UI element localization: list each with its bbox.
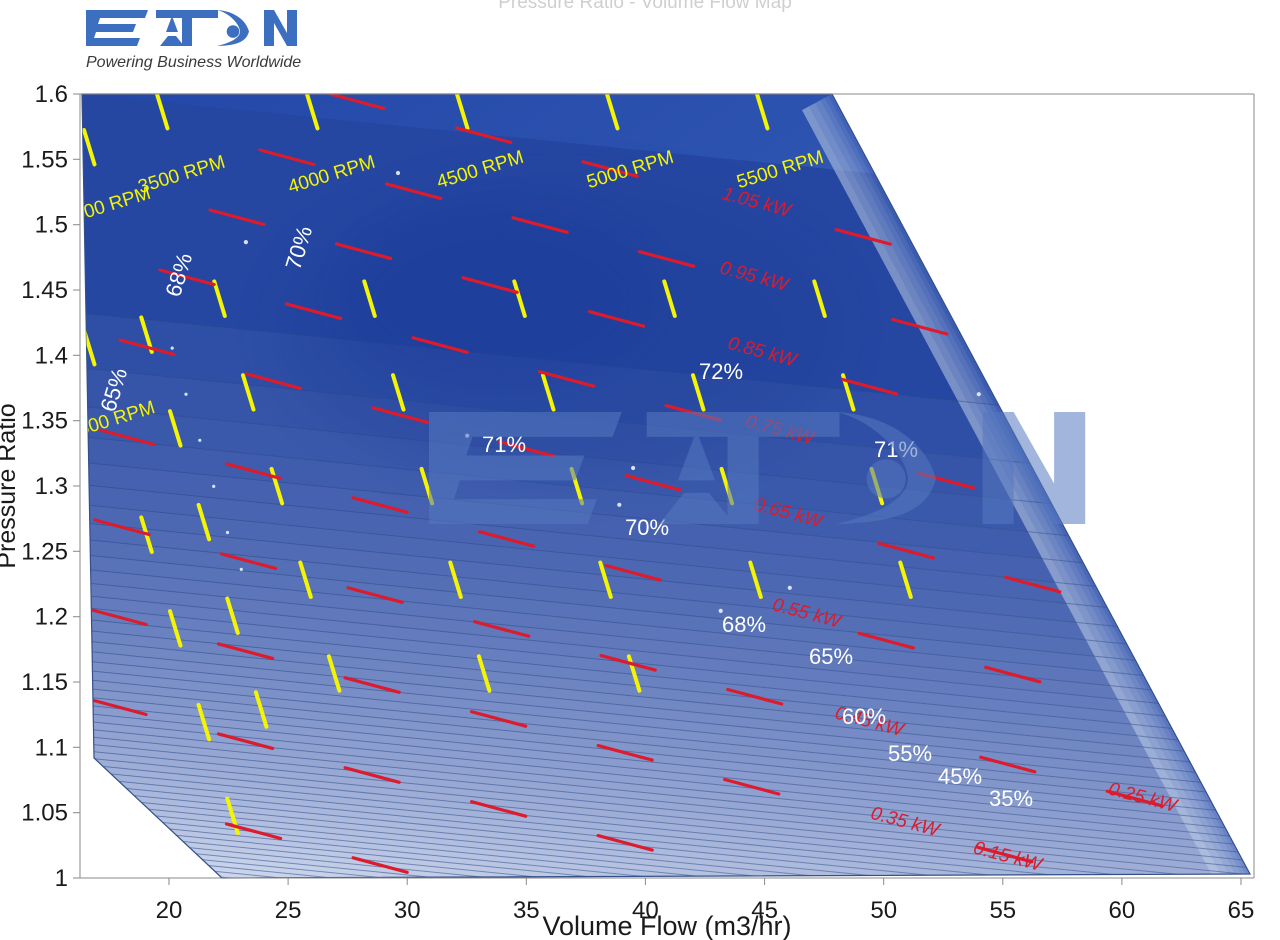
- svg-text:35: 35: [513, 897, 540, 924]
- svg-text:65: 65: [1228, 897, 1255, 924]
- svg-text:45%: 45%: [938, 764, 982, 789]
- svg-text:1.25: 1.25: [21, 538, 68, 565]
- svg-text:1.4: 1.4: [35, 342, 68, 369]
- svg-text:70%: 70%: [625, 515, 669, 540]
- svg-text:Pressure Ratio - Volume Flow M: Pressure Ratio - Volume Flow Map: [498, 0, 792, 13]
- svg-text:Volume Flow (m3/hr): Volume Flow (m3/hr): [542, 911, 791, 940]
- svg-text:35%: 35%: [989, 786, 1033, 811]
- svg-text:55%: 55%: [888, 741, 932, 766]
- svg-text:55: 55: [989, 897, 1016, 924]
- svg-text:60: 60: [1109, 897, 1136, 924]
- svg-text:Powering Business Worldwide: Powering Business Worldwide: [86, 54, 301, 71]
- svg-text:60%: 60%: [842, 704, 886, 729]
- svg-text:65%: 65%: [809, 644, 853, 669]
- svg-text:1.35: 1.35: [21, 408, 68, 435]
- svg-text:72%: 72%: [699, 359, 743, 384]
- svg-text:1.6: 1.6: [35, 81, 68, 108]
- svg-text:1: 1: [55, 865, 68, 892]
- svg-text:1.1: 1.1: [35, 734, 68, 761]
- svg-text:Pressure Ratio: Pressure Ratio: [0, 403, 21, 568]
- svg-text:1.55: 1.55: [21, 146, 68, 173]
- svg-text:25: 25: [275, 897, 302, 924]
- svg-text:30: 30: [394, 897, 421, 924]
- svg-text:20: 20: [156, 897, 183, 924]
- svg-text:68%: 68%: [722, 612, 766, 637]
- svg-text:1.05: 1.05: [21, 800, 68, 827]
- svg-text:1.5: 1.5: [35, 212, 68, 239]
- svg-text:1.3: 1.3: [35, 473, 68, 500]
- svg-text:1.2: 1.2: [35, 604, 68, 631]
- svg-text:1.45: 1.45: [21, 277, 68, 304]
- svg-text:1.15: 1.15: [21, 669, 68, 696]
- svg-text:50: 50: [870, 897, 897, 924]
